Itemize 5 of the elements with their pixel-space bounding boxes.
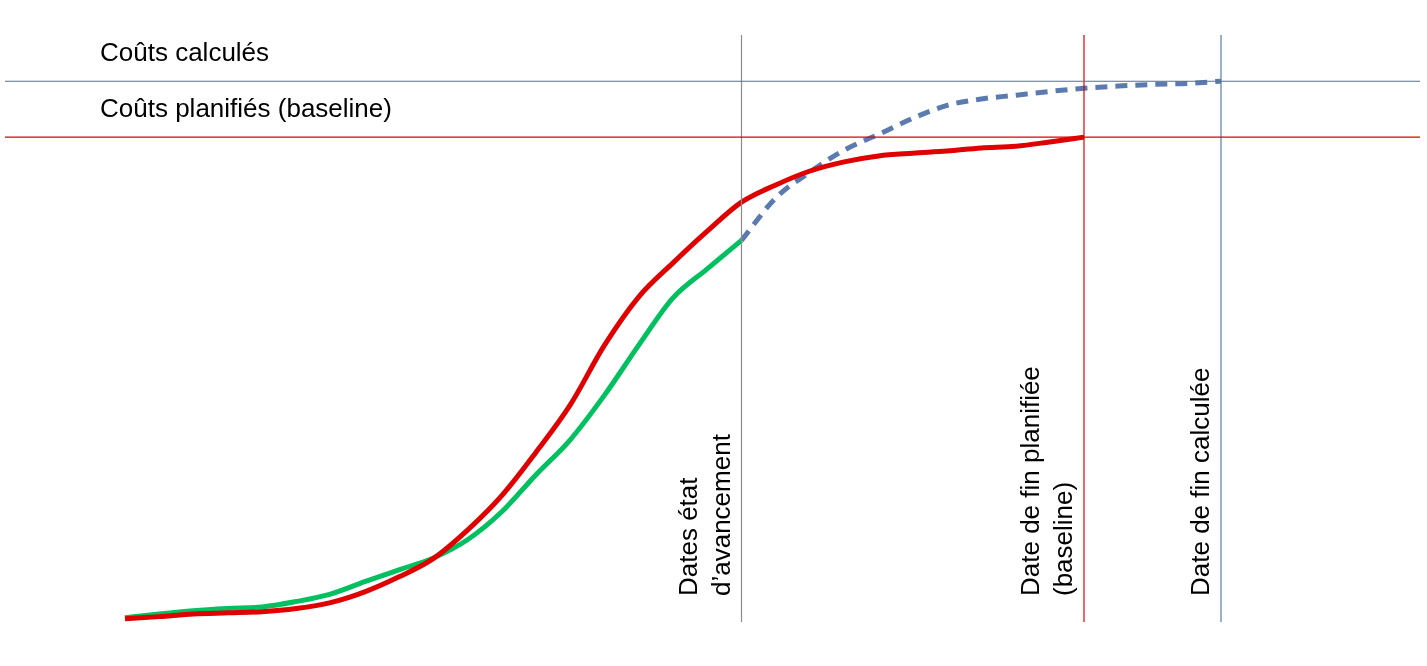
ref-line-label: Coûts calculés — [100, 37, 270, 68]
annotation: Date de fin calculée — [1185, 367, 1216, 596]
annotation: Dates état d’avancement — [672, 433, 736, 596]
annotation: Date de fin planifiée (baseline) — [1015, 366, 1079, 596]
ref-line-label: Coûts planifiés (baseline) — [100, 93, 392, 124]
